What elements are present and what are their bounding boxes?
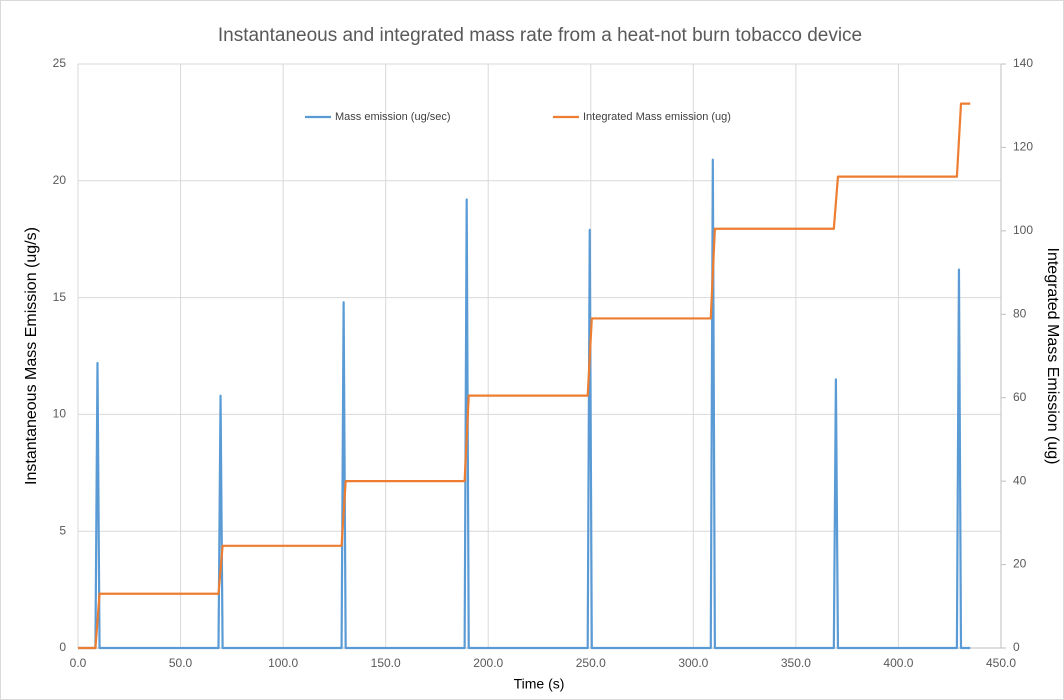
x-tick-label: 250.0	[576, 656, 606, 670]
series-line	[78, 158, 971, 650]
chart-title: Instantaneous and integrated mass rate f…	[218, 25, 862, 46]
y-tick-label: 20	[53, 173, 67, 187]
x-tick-label: 400.0	[883, 656, 913, 670]
y2-tick-label: 40	[1013, 473, 1027, 487]
legend-label: Mass emission (ug/sec)	[335, 111, 451, 123]
y2-axis-title: Integrated Mass Emission (ug)	[1044, 248, 1061, 465]
x-tick-label: 450.0	[986, 656, 1016, 670]
y-tick-label: 10	[53, 407, 67, 421]
x-tick-label: 300.0	[678, 656, 708, 670]
y-tick-label: 0	[59, 640, 66, 654]
y2-tick-label: 120	[1013, 140, 1033, 154]
x-axis-title: Time (s)	[514, 676, 565, 692]
x-tick-label: 100.0	[268, 656, 298, 670]
y-axis-title: Instantaneous Mass Emission (ug/s)	[23, 227, 40, 485]
y-tick-label: 15	[53, 290, 67, 304]
x-tick-label: 0.0	[70, 656, 87, 670]
x-tick-label: 350.0	[781, 656, 811, 670]
y2-tick-label: 100	[1013, 223, 1033, 237]
x-tick-label: 150.0	[371, 656, 401, 670]
x-tick-label: 50.0	[169, 656, 193, 670]
y2-tick-label: 60	[1013, 390, 1027, 404]
y-tick-label: 25	[53, 56, 67, 70]
y2-tick-label: 80	[1013, 306, 1027, 320]
x-tick-label: 200.0	[473, 656, 503, 670]
series-line	[78, 102, 971, 650]
y2-tick-label: 20	[1013, 557, 1027, 571]
y-tick-label: 5	[59, 523, 66, 537]
legend-label: Integrated Mass emission (ug)	[583, 111, 731, 123]
y2-tick-label: 140	[1013, 56, 1033, 70]
y2-tick-label: 0	[1013, 640, 1020, 654]
